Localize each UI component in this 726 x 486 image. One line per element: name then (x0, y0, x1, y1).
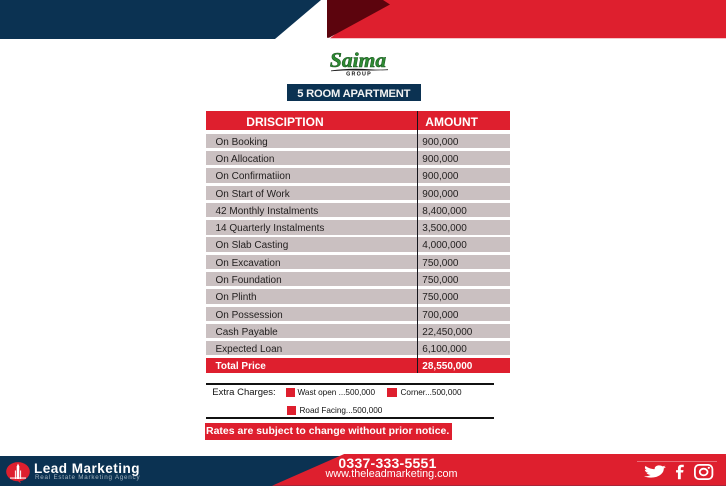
svg-text:GROUP: GROUP (346, 71, 372, 77)
svg-text:Saima: Saima (330, 48, 386, 72)
